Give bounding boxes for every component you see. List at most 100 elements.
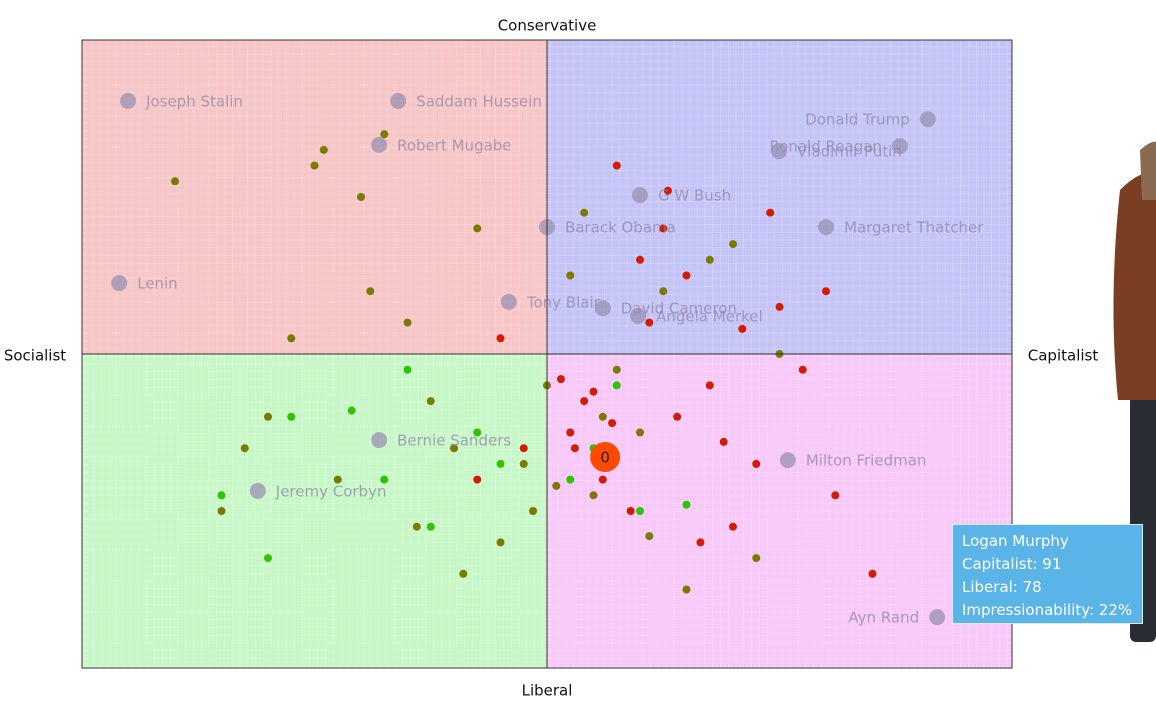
figure-dot bbox=[371, 432, 388, 449]
voter-dot bbox=[473, 224, 482, 233]
voter-dot bbox=[566, 428, 575, 437]
voter-dot bbox=[403, 365, 412, 374]
figure-label: Joseph Stalin bbox=[145, 92, 243, 110]
voter-dot bbox=[240, 444, 249, 453]
voter-dot bbox=[552, 481, 561, 490]
figure-label: Ronald Reagan bbox=[769, 138, 881, 156]
voter-dot bbox=[426, 397, 435, 406]
voter-dot bbox=[459, 569, 468, 578]
tooltip-line: Impressionability: 22% bbox=[962, 601, 1133, 619]
voter-dot bbox=[264, 554, 272, 563]
figure-dot bbox=[594, 300, 611, 317]
voter-dot bbox=[426, 522, 435, 531]
voter-dot bbox=[738, 324, 747, 333]
voter-dot bbox=[287, 334, 296, 343]
voter-dot bbox=[589, 491, 598, 500]
voter-dot bbox=[473, 475, 482, 484]
figure-label: Jeremy Corbyn bbox=[275, 482, 387, 500]
figure-dot bbox=[500, 293, 517, 310]
voter-dot bbox=[380, 130, 389, 139]
figure-dot bbox=[390, 92, 407, 109]
voter-dot bbox=[556, 375, 565, 384]
figure-label: Robert Mugabe bbox=[397, 136, 511, 154]
voter-dot bbox=[171, 177, 179, 186]
figure-dot bbox=[249, 482, 266, 499]
bottom-label: Liberal bbox=[522, 682, 573, 700]
figure-dot bbox=[630, 308, 647, 325]
figure-label: Lenin bbox=[137, 275, 178, 293]
voter-dot bbox=[529, 507, 538, 515]
tooltip-line: Capitalist: 91 bbox=[962, 555, 1062, 573]
figure-label: Margaret Thatcher bbox=[844, 219, 984, 237]
voter-dot bbox=[719, 437, 728, 446]
voter-dot bbox=[450, 444, 458, 453]
voter-dot bbox=[319, 145, 328, 154]
tooltip-name: Logan Murphy bbox=[962, 532, 1069, 550]
player-label: 0 bbox=[600, 448, 610, 466]
voter-dot bbox=[682, 271, 691, 280]
voter-dot bbox=[645, 318, 654, 327]
voter-dot bbox=[612, 365, 621, 374]
player-dot bbox=[590, 441, 621, 472]
figure-dot bbox=[632, 187, 648, 204]
voter-dot bbox=[696, 538, 705, 547]
figure-dot bbox=[779, 452, 796, 469]
voter-dot bbox=[608, 419, 617, 428]
figure-dot bbox=[371, 136, 388, 153]
voter-dot bbox=[729, 522, 737, 531]
right-label: Capitalist bbox=[1028, 347, 1099, 365]
voter-dot bbox=[868, 569, 877, 578]
figure-label: Milton Friedman bbox=[806, 452, 927, 470]
voter-dot bbox=[598, 475, 607, 484]
figure-label: Barack Obama bbox=[565, 219, 676, 237]
left-label: Socialist bbox=[4, 347, 66, 365]
voter-dot bbox=[612, 161, 621, 170]
top-label: Conservative bbox=[498, 17, 597, 35]
voter-dot bbox=[217, 507, 226, 515]
voter-dot bbox=[366, 287, 375, 296]
figure-label: G W Bush bbox=[658, 187, 731, 205]
voter-dot bbox=[645, 532, 654, 541]
figure-label: Bernie Sanders bbox=[397, 432, 511, 450]
voter-dot bbox=[496, 459, 505, 468]
voter-dot bbox=[589, 387, 598, 396]
voter-dot bbox=[636, 507, 644, 515]
voter-dot bbox=[775, 302, 784, 311]
figure-label: Ayn Rand bbox=[848, 609, 919, 627]
voter-dot bbox=[766, 208, 775, 217]
voter-dot bbox=[412, 522, 421, 531]
voter-dot bbox=[663, 186, 672, 195]
voter-dot bbox=[705, 255, 714, 264]
voter-dot bbox=[752, 554, 761, 563]
voter-dot bbox=[566, 271, 575, 280]
figure-label: David Cameron bbox=[621, 300, 737, 318]
marks: Joseph Stalin Saddam Hussein Robert Mugabe… bbox=[111, 92, 984, 627]
figure-label: Angela Merkel bbox=[656, 308, 763, 326]
voter-dot bbox=[403, 318, 412, 327]
voter-dot bbox=[798, 365, 807, 374]
tooltip-line: Liberal: 78 bbox=[962, 578, 1042, 596]
voter-dot bbox=[752, 459, 761, 468]
voter-dot bbox=[519, 459, 528, 468]
voter-dot bbox=[357, 193, 365, 201]
voter-dot bbox=[682, 500, 691, 509]
voter-dot bbox=[580, 208, 589, 217]
character-hair bbox=[1140, 141, 1156, 200]
figure-dot bbox=[919, 111, 936, 128]
figure-label: Tony Blair bbox=[526, 293, 601, 311]
voter-dot bbox=[264, 412, 272, 421]
figure-label: Saddam Hussein bbox=[416, 92, 542, 110]
voter-dot bbox=[636, 255, 644, 264]
voter-dot bbox=[831, 491, 840, 500]
voter-dot bbox=[287, 412, 296, 421]
figure-label: Vladimir Putin bbox=[797, 143, 902, 161]
voter-dot bbox=[496, 334, 505, 343]
voter-dot bbox=[682, 585, 691, 594]
voter-dot bbox=[519, 444, 528, 453]
voter-dot bbox=[673, 412, 682, 421]
voter-dot bbox=[310, 161, 319, 170]
tooltip: Logan Murphy Capitalist: 91 Liberal: 78 … bbox=[952, 524, 1143, 624]
voter-dot bbox=[380, 475, 389, 484]
